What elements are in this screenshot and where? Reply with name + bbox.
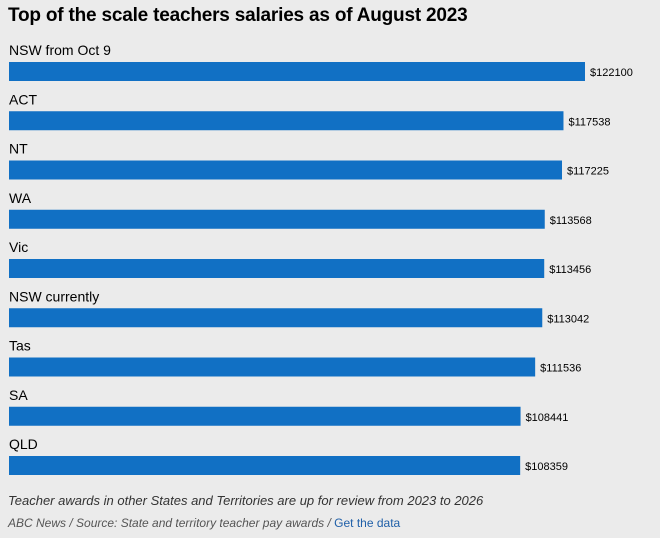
category-label: SA	[9, 387, 28, 403]
category-label: NSW from Oct 9	[9, 42, 111, 58]
bar[interactable]	[9, 406, 521, 426]
category-label: NT	[9, 141, 28, 157]
value-label: $117538	[568, 116, 610, 128]
bar[interactable]	[9, 62, 585, 81]
category-label: Vic	[9, 239, 28, 255]
chart-title: Top of the scale teachers salaries as of…	[8, 5, 468, 26]
value-label: $108441	[526, 412, 569, 424]
bar[interactable]	[9, 308, 543, 328]
category-label: ACT	[9, 91, 37, 107]
chart-source: ABC News / Source: State and territory t…	[8, 516, 400, 530]
value-label: $113456	[549, 264, 591, 276]
chart-note: Teacher awards in other States and Terri…	[8, 493, 484, 508]
value-label: $122100	[590, 67, 633, 79]
category-label: NSW currently	[9, 288, 99, 304]
value-label: $113042	[547, 313, 589, 325]
bar[interactable]	[9, 357, 536, 377]
category-label: QLD	[9, 436, 38, 452]
bar[interactable]	[9, 160, 563, 180]
value-label: $117225	[567, 166, 609, 178]
get-data-link[interactable]: Get the data	[334, 516, 401, 530]
bar[interactable]	[9, 111, 564, 131]
category-label: Tas	[9, 338, 31, 354]
source-text: ABC News / Source: State and territory t…	[8, 516, 331, 530]
value-label: $111536	[540, 363, 581, 375]
value-label: $113568	[550, 215, 592, 227]
bar[interactable]	[9, 259, 545, 278]
category-label: WA	[9, 190, 32, 206]
bar[interactable]	[9, 456, 521, 475]
value-label: $108359	[525, 461, 568, 473]
bar[interactable]	[9, 209, 545, 229]
